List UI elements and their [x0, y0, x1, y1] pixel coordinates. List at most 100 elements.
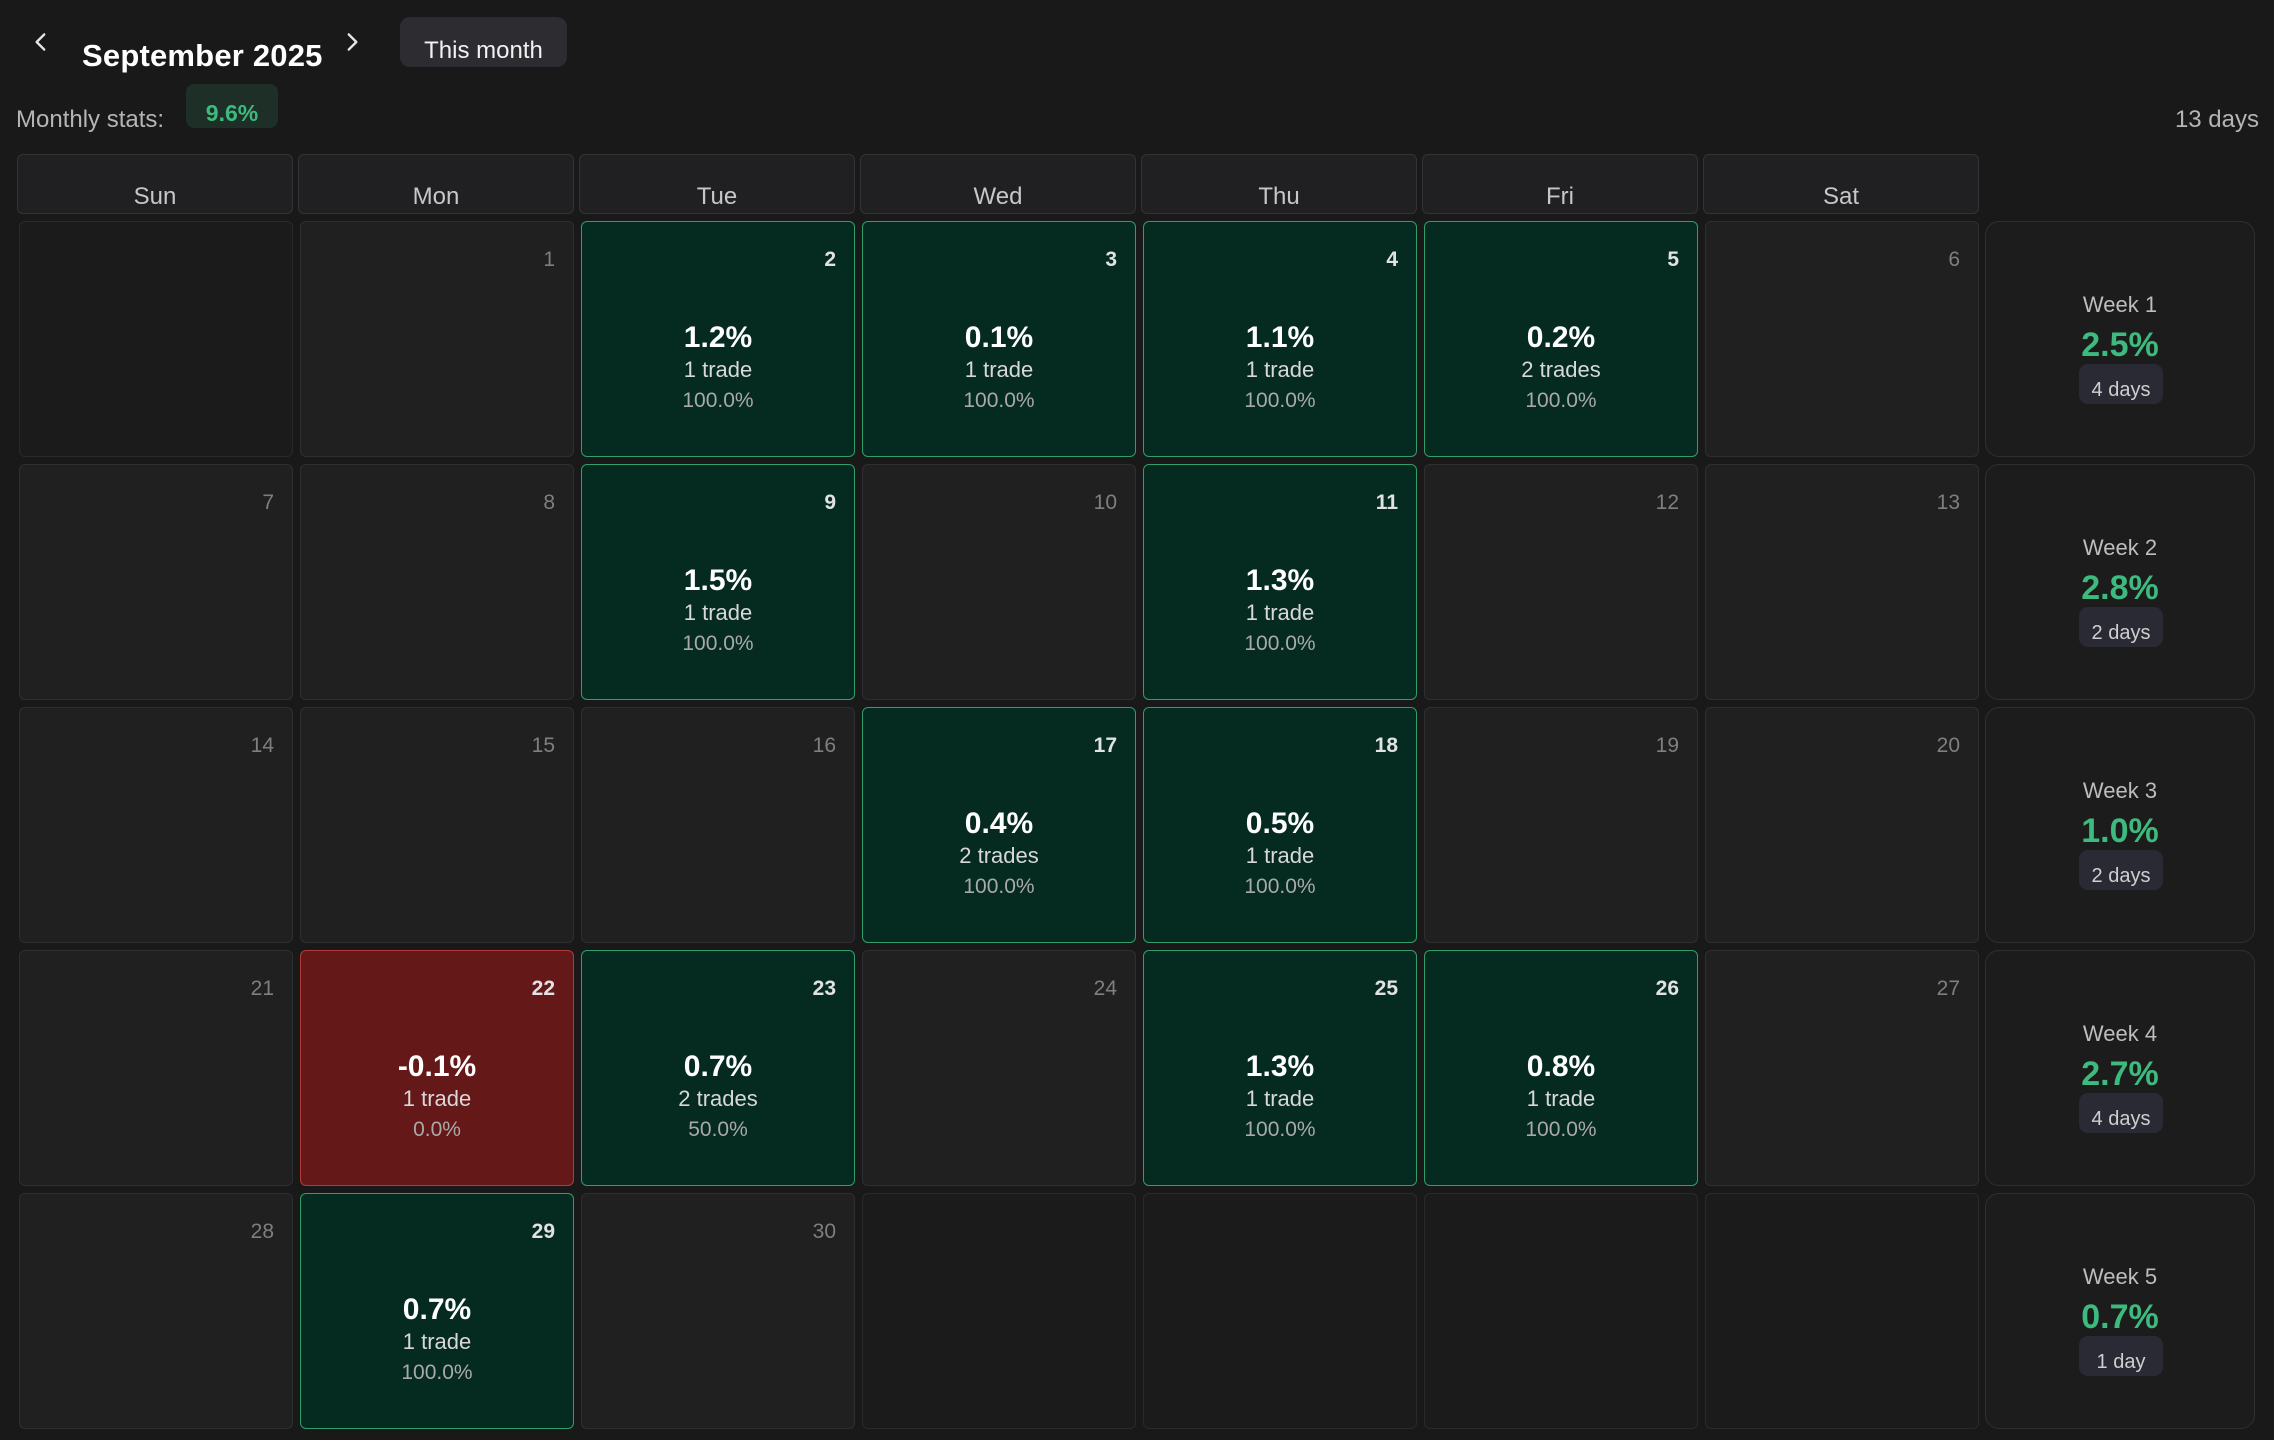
- week-pnl: 1.0%: [2081, 812, 2159, 850]
- day-number: 6: [1948, 248, 1960, 271]
- day-win-rate: 100.0%: [1244, 389, 1316, 412]
- day-win-rate: 100.0%: [1525, 1118, 1597, 1141]
- day-pnl: 0.7%: [683, 1050, 753, 1083]
- day-pnl: 1.1%: [1245, 321, 1315, 354]
- day-trade-count: 1 trade: [1245, 843, 1315, 868]
- day-pnl: -0.1%: [397, 1050, 477, 1083]
- day-cell-16[interactable]: 16: [581, 707, 855, 943]
- day-trade-count: 2 trades: [1521, 357, 1601, 382]
- week-pnl: 2.7%: [2081, 1055, 2159, 1093]
- week-label: Week 1: [2082, 292, 2158, 317]
- day-number: 22: [531, 977, 555, 1000]
- day-number: 1: [543, 248, 555, 271]
- day-number: 27: [1936, 977, 1960, 1000]
- day-win-rate: 100.0%: [682, 632, 754, 655]
- next-month-button[interactable]: [332, 22, 372, 62]
- day-cell-23[interactable]: 23 0.7% 2 trades 50.0%: [581, 950, 855, 1186]
- day-cell-15[interactable]: 15: [300, 707, 574, 943]
- day-cell-24[interactable]: 24: [862, 950, 1136, 1186]
- empty-day-cell: [862, 1193, 1136, 1429]
- day-cell-18[interactable]: 18 0.5% 1 trade 100.0%: [1143, 707, 1417, 943]
- weekday-header-mon: Mon: [298, 154, 574, 214]
- day-cell-22[interactable]: 22 -0.1% 1 trade 0.0%: [300, 950, 574, 1186]
- week-label: Week 4: [2082, 1021, 2158, 1046]
- weekday-header-tue: Tue: [579, 154, 855, 214]
- day-cell-29[interactable]: 29 0.7% 1 trade 100.0%: [300, 1193, 574, 1429]
- week-label: Week 3: [2082, 778, 2158, 803]
- day-number: 10: [1093, 491, 1117, 514]
- week-days-badge: 4 days: [2079, 1093, 2163, 1133]
- day-trade-count: 1 trade: [964, 357, 1034, 382]
- day-trade-count: 1 trade: [1526, 1086, 1596, 1111]
- week-summary-card: Week 4 2.7% 4 days: [1985, 950, 2255, 1186]
- day-cell-2[interactable]: 2 1.2% 1 trade 100.0%: [581, 221, 855, 457]
- day-cell-12[interactable]: 12: [1424, 464, 1698, 700]
- day-trade-count: 1 trade: [1245, 600, 1315, 625]
- week-pnl: 0.7%: [2081, 1298, 2159, 1336]
- day-number: 21: [250, 977, 274, 1000]
- day-pnl: 0.5%: [1245, 807, 1315, 840]
- day-cell-28[interactable]: 28: [19, 1193, 293, 1429]
- day-cell-3[interactable]: 3 0.1% 1 trade 100.0%: [862, 221, 1136, 457]
- day-cell-17[interactable]: 17 0.4% 2 trades 100.0%: [862, 707, 1136, 943]
- day-trade-count: 1 trade: [683, 357, 753, 382]
- day-pnl: 1.3%: [1245, 564, 1315, 597]
- day-cell-7[interactable]: 7: [19, 464, 293, 700]
- day-win-rate: 100.0%: [1525, 389, 1597, 412]
- day-cell-5[interactable]: 5 0.2% 2 trades 100.0%: [1424, 221, 1698, 457]
- day-pnl: 0.8%: [1526, 1050, 1596, 1083]
- week-summary-card: Week 2 2.8% 2 days: [1985, 464, 2255, 700]
- prev-month-button[interactable]: [21, 22, 61, 62]
- monthly-stats-label: Monthly stats:: [16, 106, 165, 133]
- monthly-stats-badge: 9.6%: [186, 84, 278, 128]
- empty-day-cell: [1424, 1193, 1698, 1429]
- day-number: 14: [250, 734, 274, 757]
- day-cell-13[interactable]: 13: [1705, 464, 1979, 700]
- day-cell-20[interactable]: 20: [1705, 707, 1979, 943]
- day-number: 26: [1655, 977, 1679, 1000]
- day-cell-14[interactable]: 14: [19, 707, 293, 943]
- week-label: Week 5: [2082, 1264, 2158, 1289]
- day-cell-4[interactable]: 4 1.1% 1 trade 100.0%: [1143, 221, 1417, 457]
- day-cell-27[interactable]: 27: [1705, 950, 1979, 1186]
- week-days-badge: 1 day: [2079, 1336, 2163, 1376]
- day-number: 20: [1936, 734, 1960, 757]
- day-cell-21[interactable]: 21: [19, 950, 293, 1186]
- this-month-button[interactable]: This month: [400, 17, 567, 67]
- day-cell-9[interactable]: 9 1.5% 1 trade 100.0%: [581, 464, 855, 700]
- day-cell-1[interactable]: 1: [300, 221, 574, 457]
- day-pnl: 1.5%: [683, 564, 753, 597]
- day-win-rate: 100.0%: [1244, 632, 1316, 655]
- day-cell-30[interactable]: 30: [581, 1193, 855, 1429]
- day-number: 17: [1093, 734, 1117, 757]
- day-cell-19[interactable]: 19: [1424, 707, 1698, 943]
- day-cell-25[interactable]: 25 1.3% 1 trade 100.0%: [1143, 950, 1417, 1186]
- day-number: 16: [812, 734, 836, 757]
- weekday-header-thu: Thu: [1141, 154, 1417, 214]
- day-number: 25: [1374, 977, 1398, 1000]
- day-win-rate: 100.0%: [963, 389, 1035, 412]
- day-cell-26[interactable]: 26 0.8% 1 trade 100.0%: [1424, 950, 1698, 1186]
- day-number: 13: [1936, 491, 1960, 514]
- day-number: 15: [531, 734, 555, 757]
- day-number: 3: [1105, 248, 1117, 271]
- day-number: 2: [824, 248, 836, 271]
- day-cell-10[interactable]: 10: [862, 464, 1136, 700]
- weekday-header-sat: Sat: [1703, 154, 1979, 214]
- day-number: 18: [1374, 734, 1398, 757]
- day-cell-11[interactable]: 11 1.3% 1 trade 100.0%: [1143, 464, 1417, 700]
- day-pnl: 0.1%: [964, 321, 1034, 354]
- day-trade-count: 1 trade: [402, 1329, 472, 1354]
- day-trade-count: 1 trade: [402, 1086, 472, 1111]
- day-number: 23: [812, 977, 836, 1000]
- weekday-header-row: Sun Mon Tue Wed Thu Fri Sat: [17, 154, 1979, 214]
- day-win-rate: 100.0%: [682, 389, 754, 412]
- week-days-badge: 2 days: [2079, 607, 2163, 647]
- day-win-rate: 100.0%: [963, 875, 1035, 898]
- day-number: 11: [1375, 491, 1398, 514]
- day-number: 12: [1655, 491, 1679, 514]
- empty-day-cell: [1143, 1193, 1417, 1429]
- day-cell-6[interactable]: 6: [1705, 221, 1979, 457]
- day-cell-8[interactable]: 8: [300, 464, 574, 700]
